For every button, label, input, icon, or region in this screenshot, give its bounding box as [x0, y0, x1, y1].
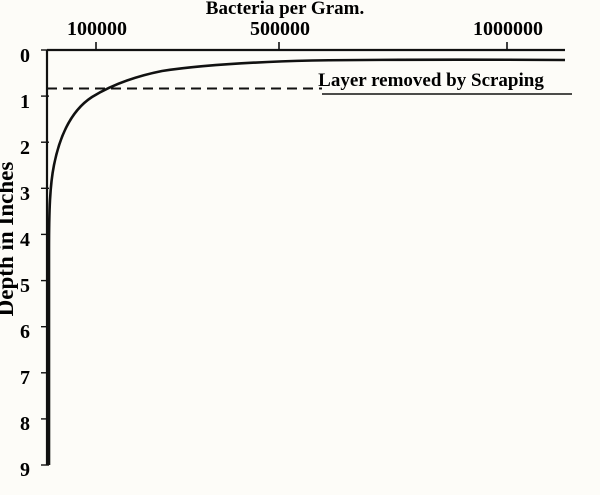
svg-text:0: 0: [20, 45, 30, 67]
svg-text:Bacteria per Gram.: Bacteria per Gram.: [206, 0, 364, 19]
svg-text:3: 3: [20, 183, 30, 205]
svg-text:5: 5: [20, 275, 30, 297]
svg-text:Layer removed by Scraping: Layer removed by Scraping: [318, 70, 544, 91]
svg-text:8: 8: [20, 413, 30, 435]
svg-text:7: 7: [20, 367, 30, 389]
svg-text:1: 1: [20, 91, 30, 113]
svg-text:9: 9: [20, 459, 30, 481]
svg-text:4: 4: [20, 229, 30, 251]
svg-text:2: 2: [20, 137, 30, 159]
svg-text:100000: 100000: [67, 18, 127, 40]
svg-text:Depth in Inches: Depth in Inches: [0, 162, 18, 317]
svg-text:6: 6: [20, 321, 30, 343]
svg-text:1000000: 1000000: [473, 18, 543, 40]
svg-text:500000: 500000: [250, 18, 310, 40]
